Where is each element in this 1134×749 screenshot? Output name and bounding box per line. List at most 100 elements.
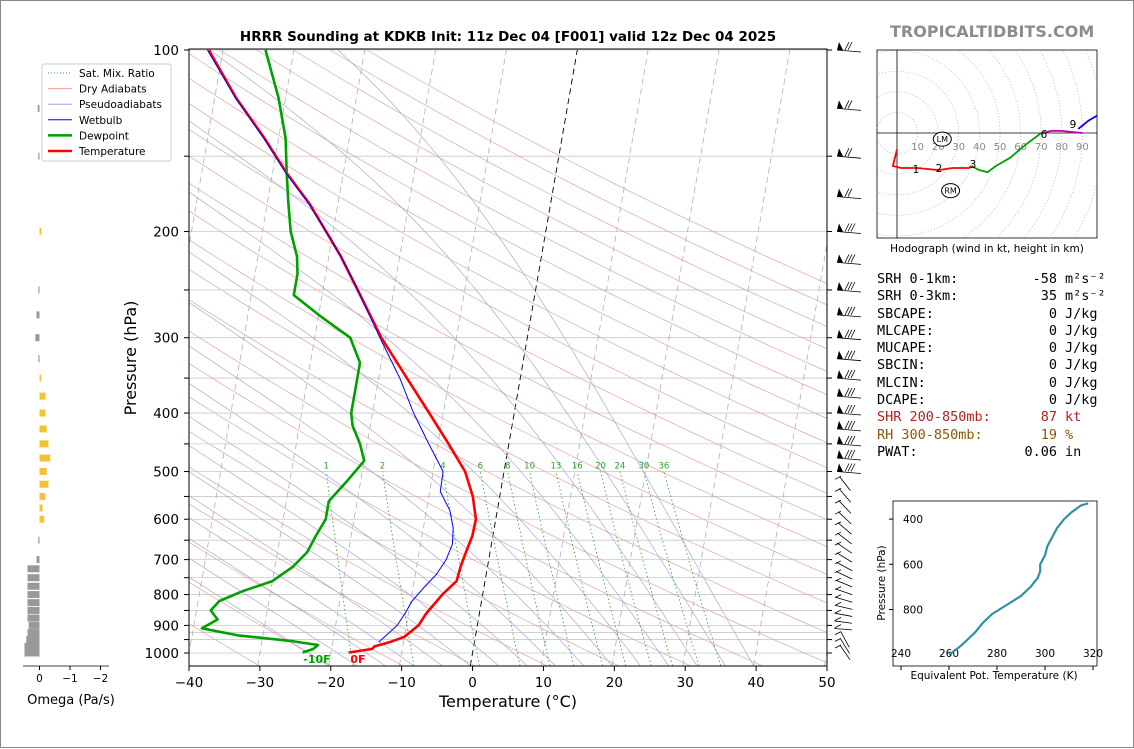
hodograph-ring-label: 10 (911, 142, 924, 153)
barb-staff (837, 458, 861, 460)
omega-bar (40, 516, 45, 523)
x-tick-label: 30 (677, 675, 694, 691)
wind-barb (837, 388, 861, 398)
param-unit: m²s⁻² (1057, 271, 1106, 288)
param-label: SRH 0-3km: (877, 288, 997, 305)
wind-barb (835, 638, 850, 655)
wind-barb (837, 224, 861, 234)
wind-barb (837, 330, 861, 340)
omega-bar (26, 636, 39, 643)
param-label: SBCIN: (877, 357, 997, 374)
barb-flag (837, 224, 843, 232)
omega-xlabel: Omega (Pa/s) (27, 693, 115, 708)
profile-temperature (209, 50, 476, 653)
omega-bar (25, 650, 40, 657)
wind-barb (837, 42, 861, 52)
omega-bar (28, 607, 40, 614)
omega-tick-label: −2 (93, 673, 108, 685)
theta-e-ytick-label: 800 (903, 604, 923, 616)
omega-bar (38, 286, 39, 293)
isotherm-line (754, 50, 861, 666)
theta-e-xtick-label: 280 (987, 648, 1007, 660)
isotherm-line (1, 50, 11, 666)
wind-barb (837, 307, 861, 317)
y-tick-label: 100 (153, 43, 179, 59)
param-value: 0 (997, 357, 1057, 374)
omega-bar (38, 105, 40, 112)
wind-barb (837, 464, 861, 474)
moist-adiabat (210, 50, 726, 666)
param-value: 0 (997, 306, 1057, 323)
hodograph-height-label: 9 (1070, 119, 1077, 131)
param-label: SRH 0-1km: (877, 271, 997, 288)
wind-barbs (834, 42, 861, 661)
omega-bar (29, 622, 40, 629)
hodograph-height-label: 6 (1041, 129, 1048, 141)
moist-adiabat (338, 50, 754, 666)
param-value: 0 (997, 392, 1057, 409)
omega-bar (38, 153, 39, 160)
wind-barb (837, 421, 861, 431)
omega-bar (40, 505, 43, 512)
omega-bar (40, 455, 51, 462)
barb-staff (837, 232, 861, 234)
omega-bar (28, 574, 40, 581)
wind-barb (837, 254, 861, 264)
mixing-ratio-label: 36 (658, 461, 669, 471)
mixing-ratio-label: 2 (380, 461, 385, 471)
omega-bar (28, 615, 40, 622)
param-unit: m²s⁻² (1057, 288, 1106, 305)
y-tick-label: 1000 (145, 646, 179, 662)
barb-flag (837, 450, 843, 458)
param-value: 0.06 (997, 444, 1057, 461)
omega-bar (40, 481, 49, 488)
wind-barb (837, 189, 861, 199)
wind-barb (835, 607, 853, 623)
barb-staff (837, 197, 861, 199)
barb-feather (835, 625, 841, 628)
omega-tick-label: 0 (36, 673, 43, 685)
isotherm-line (612, 50, 719, 666)
barb-staff (837, 50, 861, 52)
omega-tick-label: −1 (62, 673, 77, 685)
legend-label: Sat. Mix. Ratio (79, 68, 155, 80)
x-tick-label: 50 (818, 675, 835, 691)
omega-bar (40, 375, 42, 382)
legend-label: Temperature (78, 146, 146, 158)
param-label: SHR 200-850mb: (877, 409, 997, 426)
mixing-ratio-line (664, 472, 721, 666)
param-unit: J/kg (1057, 375, 1098, 392)
barb-staff (834, 614, 852, 630)
surface-temperature-label: 0F (350, 653, 365, 666)
param-label: MLCIN: (877, 375, 997, 392)
barb-flag (837, 100, 843, 108)
barb-staff (837, 359, 861, 361)
param-value: 19 (997, 427, 1057, 444)
barb-feather (835, 610, 841, 613)
barb-flag (837, 307, 843, 315)
theta-e-xlabel: Equivalent Pot. Temperature (K) (910, 670, 1077, 682)
barb-flag (837, 436, 843, 444)
y-tick-label: 300 (153, 331, 179, 347)
barb-flag (837, 254, 843, 262)
omega-bar (40, 425, 47, 432)
barb-feather (835, 542, 841, 545)
x-tick-label: 40 (748, 675, 765, 691)
barb-feather (835, 645, 841, 648)
wind-barb (834, 614, 852, 630)
barb-feather (835, 587, 841, 590)
param-label: PWAT: (877, 444, 997, 461)
legend-label: Dewpoint (79, 130, 129, 142)
wind-barb (837, 351, 861, 361)
barb-flag (837, 370, 843, 378)
wind-barb (837, 436, 861, 446)
